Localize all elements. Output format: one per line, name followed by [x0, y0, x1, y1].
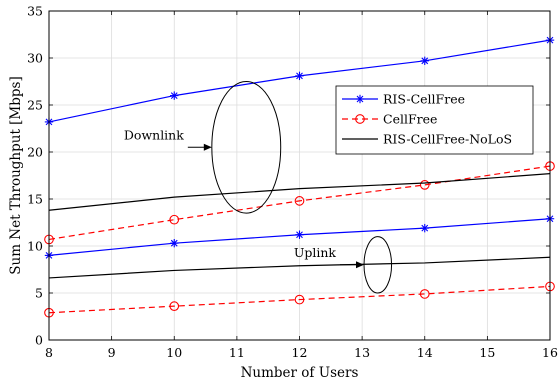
- x-tick-label: 12: [292, 345, 308, 360]
- data-point: [294, 294, 305, 305]
- series-line-downlink-1: [48, 165, 551, 241]
- y-tick-label: 15: [27, 192, 43, 207]
- data-point: [169, 301, 180, 312]
- x-tick-label: 10: [166, 345, 182, 360]
- y-tick-label: 30: [27, 51, 43, 66]
- legend-label: CellFree: [383, 112, 437, 127]
- legend-label: RIS-CellFree-NoLoS: [383, 132, 512, 147]
- legend-label: RIS-CellFree: [383, 92, 465, 107]
- data-point: [295, 230, 304, 239]
- x-tick-label: 16: [542, 345, 558, 360]
- y-axis-label: Sum Net Throughput [Mbps]: [8, 76, 24, 275]
- x-tick-label: 11: [229, 345, 245, 360]
- ticks-layer: 8 9 10 11 12 13 14 15 16 0 5 10 15 20 25 30 35: [27, 4, 558, 361]
- legend-marker: [355, 114, 365, 124]
- x-tick-label: 15: [479, 345, 495, 360]
- y-tick-label: 10: [27, 239, 43, 254]
- legend: RIS-CellFree CellFree RIS-CellFree-NoLoS: [335, 85, 534, 155]
- series-line-downlink-2: [48, 173, 551, 211]
- data-point: [294, 196, 305, 206]
- legend-marker: [355, 94, 365, 104]
- annotation-ellipse: [211, 81, 282, 214]
- annotation-label: Uplink: [294, 245, 337, 260]
- legend-box: [335, 85, 534, 155]
- data-point: [295, 71, 304, 81]
- data-point: [419, 289, 430, 299]
- y-tick-label: 35: [27, 4, 43, 19]
- data-point: [420, 56, 429, 66]
- y-tick-label: 25: [27, 98, 43, 113]
- data-point: [169, 214, 180, 225]
- y-tick-label: 5: [35, 286, 43, 301]
- x-tick-label: 8: [45, 345, 53, 360]
- data-point: [420, 223, 429, 233]
- x-tick-label: 13: [354, 345, 370, 360]
- annotations-layer: Downlink Uplink: [124, 81, 393, 294]
- series-line-uplink-4: [48, 285, 551, 314]
- annotation-arrowhead: [356, 261, 365, 269]
- data-point: [170, 238, 179, 248]
- x-axis-label: Number of Users: [241, 365, 359, 381]
- data-point: [170, 91, 179, 100]
- data-point: [419, 180, 430, 190]
- annotation-arrowhead: [203, 143, 212, 151]
- x-tick-label: 9: [108, 345, 116, 360]
- y-tick-label: 20: [27, 145, 43, 160]
- series-line-uplink-5: [48, 256, 551, 279]
- y-tick-label: 0: [35, 333, 43, 348]
- annotation-label: Downlink: [124, 127, 184, 142]
- x-tick-label: 14: [417, 345, 433, 360]
